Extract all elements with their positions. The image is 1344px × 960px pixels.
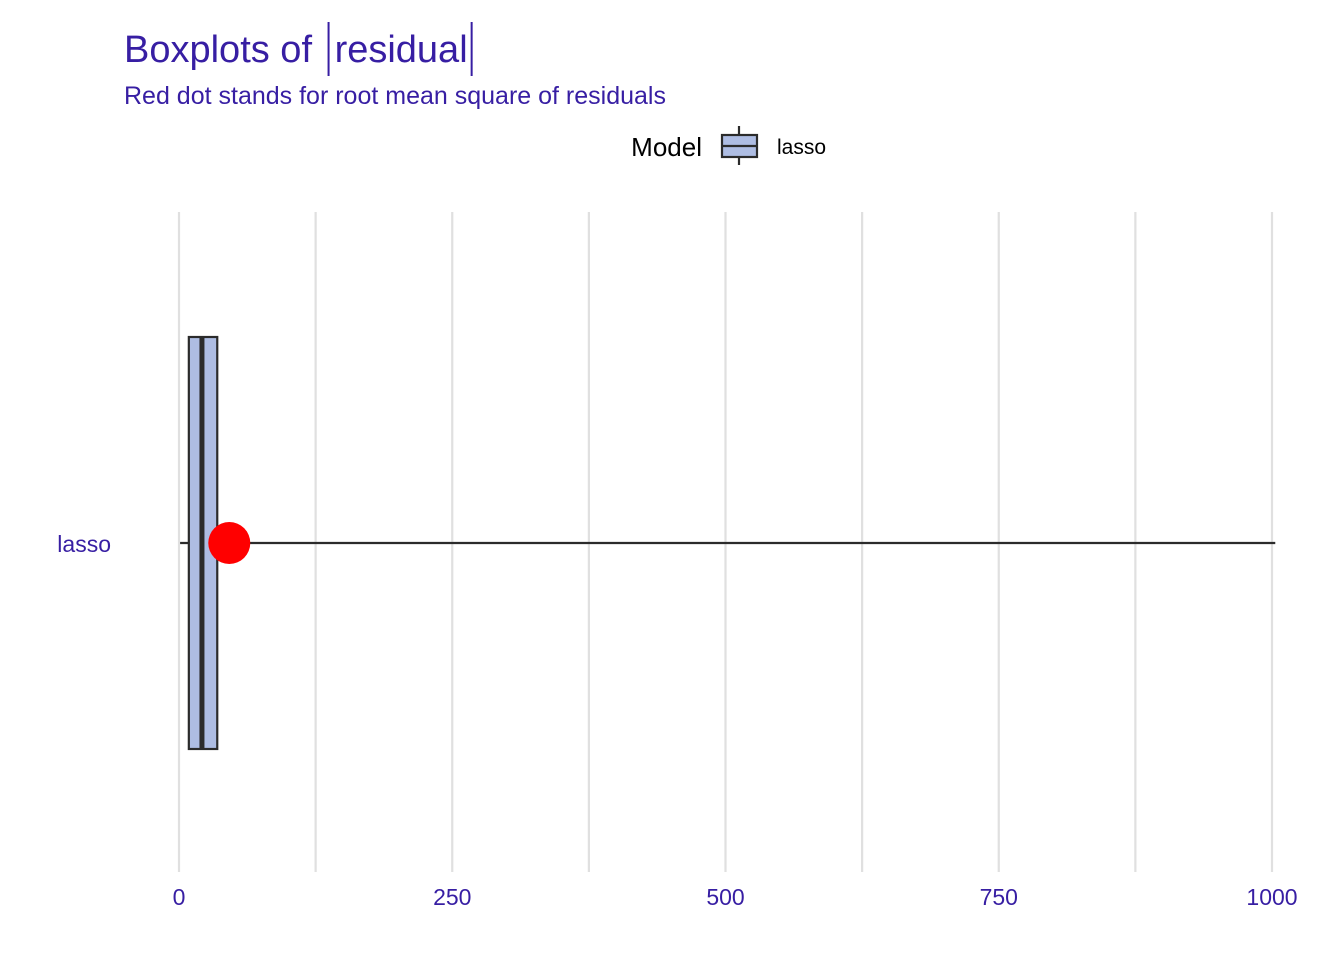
legend-title: Model <box>631 132 702 162</box>
legend-label: lasso <box>777 136 826 159</box>
y-axis-labels: lasso <box>57 531 111 557</box>
chart-title-prefix: Boxplots of <box>124 29 323 71</box>
x-tick-label: 500 <box>706 884 744 910</box>
legend-key-lasso: lasso <box>720 126 826 165</box>
y-tick-label: lasso <box>57 531 111 557</box>
title-abs-bars <box>327 22 473 76</box>
boxplot-lasso <box>180 335 1276 751</box>
chart-title-quantity: residual <box>335 29 468 71</box>
x-axis-ticks: 0 250 500 750 1000 <box>173 884 1298 910</box>
x-tick-label: 250 <box>433 884 471 910</box>
rmse-dot <box>208 522 251 564</box>
boxplots <box>180 335 1276 751</box>
x-tick-label: 1000 <box>1246 884 1297 910</box>
legend: Model lasso <box>631 126 826 165</box>
x-tick-label: 0 <box>173 884 186 910</box>
chart-title: Boxplots of residual <box>124 29 468 71</box>
chart-subtitle: Red dot stands for root mean square of r… <box>124 82 666 110</box>
legend-keys: lasso <box>720 126 826 165</box>
x-tick-label: 750 <box>980 884 1018 910</box>
